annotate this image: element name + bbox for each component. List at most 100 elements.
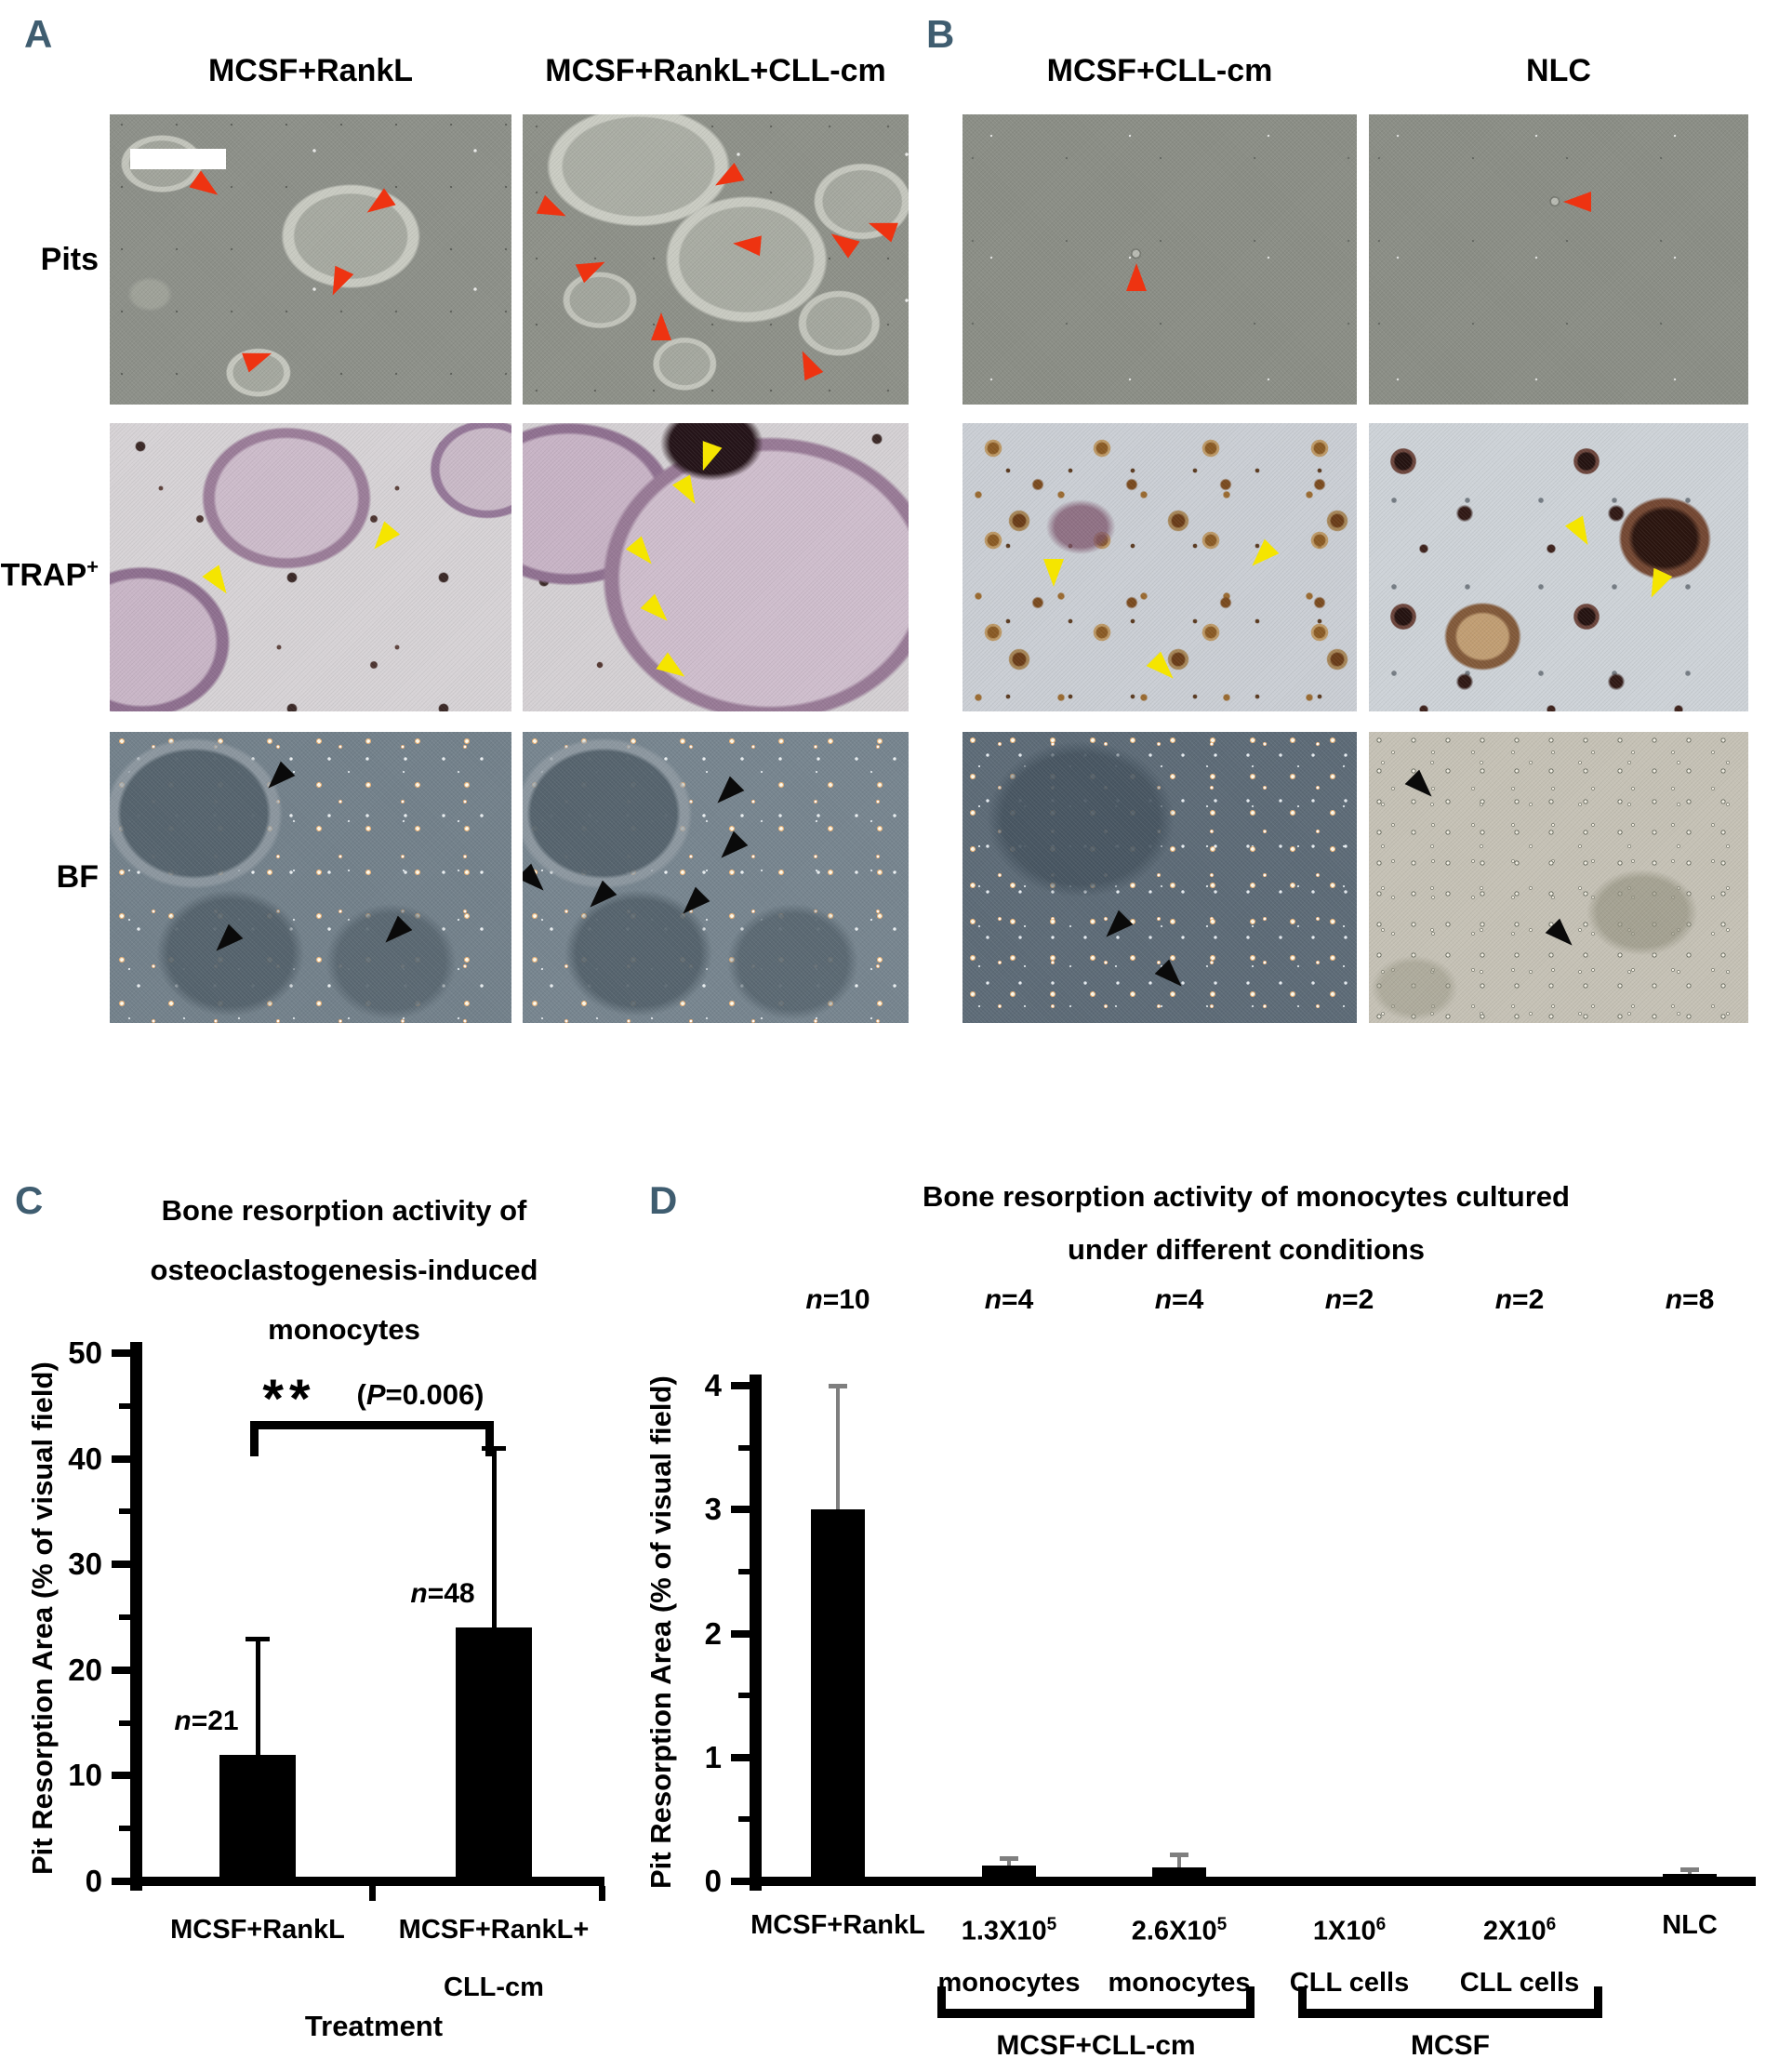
x-tick-label: 2.6X105: [1030, 1906, 1328, 1946]
n-symbol: n: [984, 1284, 1002, 1315]
micrograph-a2-pits: [523, 114, 909, 405]
column-header-mcsf-rankl: MCSF+RankL: [207, 53, 414, 88]
significance-bracket: [250, 1421, 494, 1429]
y-minor-tick: [119, 1720, 130, 1726]
n-symbol: n: [410, 1578, 428, 1610]
micrograph-b2-pits: [1369, 114, 1748, 405]
x-tick-label-text: CLL cells: [1459, 1968, 1580, 1998]
error-bar-cap: [1680, 1866, 1699, 1872]
y-minor-tick: [119, 1826, 130, 1832]
x-tick-label-text: MCSF+RankL+: [398, 1915, 590, 1945]
significance-stars: **: [262, 1369, 316, 1429]
error-bar: [1177, 1853, 1181, 1872]
x-tick-label: CLL cells: [1201, 1963, 1498, 2002]
y-major-tick: [112, 1666, 130, 1674]
significance-bracket-right-end: [485, 1421, 494, 1456]
y-tick-label: 3: [704, 1492, 722, 1527]
x-tick-label-superscript: 6: [1546, 1915, 1557, 1934]
n-value: =2: [1342, 1284, 1374, 1315]
n-symbol: n: [1154, 1284, 1173, 1315]
y-minor-tick: [119, 1508, 130, 1515]
x-tick-label: NLC: [1541, 1906, 1779, 1945]
red-arrowhead-icon: [731, 233, 762, 257]
y-tick-label: 10: [68, 1758, 102, 1793]
x-tick-label-superscript: 6: [1375, 1915, 1387, 1934]
y-minor-tick: [119, 1614, 130, 1620]
x-tick-label: MCSF+RankL: [109, 1910, 406, 1949]
group-label: MCSF: [1411, 2030, 1490, 2061]
y-minor-tick: [738, 1693, 750, 1699]
y-minor-tick: [738, 1444, 750, 1451]
x-tick-label-text: 2X10: [1482, 1916, 1547, 1946]
micrograph-a2-bf: [523, 732, 909, 1023]
scale-bar: [129, 149, 227, 170]
x-tick-label-text: monocytes: [1108, 1968, 1251, 1998]
n-value: =10: [822, 1284, 870, 1315]
bar: [1322, 1879, 1376, 1886]
row-label-pits: Pits: [0, 236, 99, 283]
n-symbol: n: [1494, 1284, 1513, 1315]
y-axis: [130, 1342, 142, 1891]
error-bar-cap: [1170, 1852, 1188, 1857]
column-header-mcsf-rankl-cllcm: MCSF+RankL+CLL-cm: [545, 53, 886, 88]
y-tick-label: 4: [704, 1368, 722, 1402]
panel-b-label: B: [926, 12, 955, 56]
x-axis-divider-tick: [599, 1886, 605, 1901]
n-value: =4: [1172, 1284, 1204, 1315]
micrograph-b1-pits: [963, 114, 1357, 405]
chart-d-title-line2: under different conditions: [1067, 1233, 1426, 1266]
error-bar-cap: [482, 1446, 506, 1452]
group-bracket: [1298, 2009, 1602, 2018]
error-bar-cap: [1000, 1855, 1018, 1861]
panel-c-label: C: [15, 1178, 44, 1222]
x-axis: [130, 1877, 604, 1886]
n-symbol: n: [174, 1705, 192, 1736]
y-major-tick: [112, 1561, 130, 1569]
bar: [1152, 1867, 1206, 1886]
x-tick-label-text: CLL cells: [1289, 1968, 1410, 1998]
error-bar: [492, 1448, 497, 1632]
panel-a-label: A: [24, 12, 53, 56]
n-count-label: n=4: [1105, 1280, 1254, 1321]
chart-c-x-axis-label: Treatment: [304, 2010, 444, 2042]
x-tick-label: CLL cells: [1371, 1963, 1668, 2002]
x-tick-label-text: MCSF+RankL: [170, 1915, 345, 1945]
group-label: MCSF+CLL-cm: [996, 2030, 1196, 2061]
row-label-bf: BF: [0, 854, 99, 900]
n-value: =2: [1512, 1284, 1545, 1315]
n-count-label: n=2: [1275, 1280, 1424, 1321]
bar: [811, 1509, 865, 1886]
y-major-tick: [731, 1753, 750, 1761]
error-bar-cap: [246, 1636, 270, 1641]
bar: [1663, 1874, 1717, 1886]
y-tick-label: 20: [68, 1652, 102, 1687]
chart-c-title-line2: osteoclastogenesis-induced: [150, 1254, 538, 1286]
n-value: =21: [191, 1705, 239, 1736]
y-minor-tick: [119, 1402, 130, 1409]
row-label-bf-text: BF: [56, 859, 99, 895]
y-major-tick: [731, 1629, 750, 1638]
x-tick-label-superscript: 5: [1046, 1915, 1057, 1934]
group-bracket-left-end: [1298, 1986, 1307, 2018]
chart-c-title: Bone resorption activity of osteoclastog…: [84, 1181, 604, 1360]
x-tick-label: 1.3X105: [860, 1906, 1158, 1946]
y-minor-tick: [738, 1568, 750, 1574]
row-label-pits-text: Pits: [40, 242, 99, 277]
x-tick-label-text: NLC: [1662, 1910, 1718, 1940]
y-major-tick: [731, 1878, 750, 1885]
n-symbol: n: [1324, 1284, 1343, 1315]
x-tick-label-text: 1X10: [1312, 1916, 1376, 1946]
y-major-tick: [731, 1506, 750, 1514]
y-major-tick: [112, 1454, 130, 1463]
red-arrowhead-icon: [1563, 191, 1592, 212]
x-tick-label: CLL-cm: [345, 1968, 643, 2007]
y-tick-label: 1: [704, 1739, 722, 1774]
chart-d-title: Bone resorption activity of monocytes cu…: [716, 1170, 1776, 1276]
row-label-trap: TRAP+: [0, 544, 99, 592]
group-bracket: [937, 2009, 1255, 2018]
error-bar: [256, 1638, 260, 1759]
x-tick-label: 1X106: [1201, 1906, 1498, 1946]
y-major-tick: [112, 1349, 130, 1357]
